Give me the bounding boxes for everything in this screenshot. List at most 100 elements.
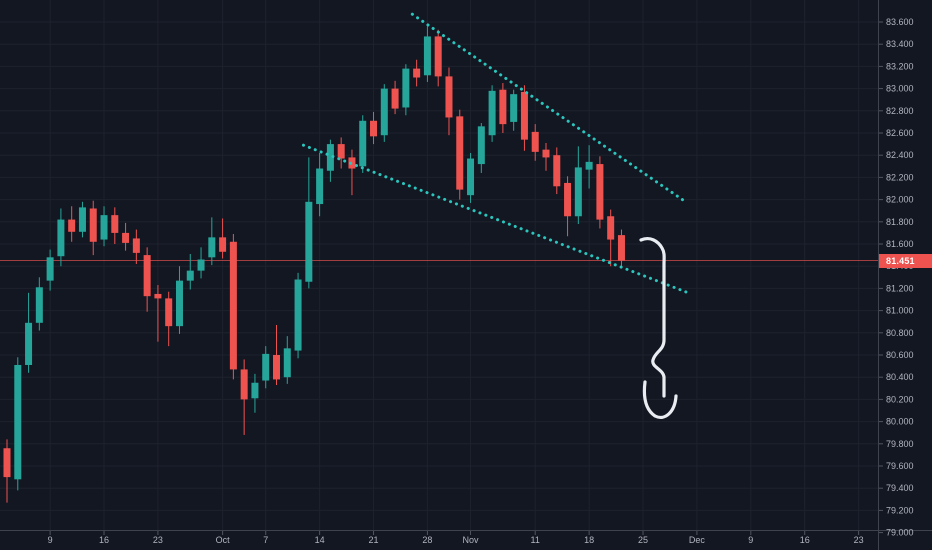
candle-body [219, 237, 227, 252]
candle [100, 206, 108, 247]
candle [488, 85, 496, 142]
candle-body [434, 36, 442, 77]
candle-body [553, 155, 561, 187]
candle [402, 64, 410, 116]
candle-body [617, 235, 625, 261]
candle [456, 109, 464, 200]
candle-body [165, 298, 173, 327]
candle-body [229, 241, 237, 370]
candle [574, 146, 582, 225]
price-tick-label: 82.200 [886, 172, 914, 182]
price-tick-label: 79.200 [886, 505, 914, 515]
time-tick-label: Oct [216, 535, 231, 545]
price-tick-label: 80.400 [886, 372, 914, 382]
candle-body [262, 353, 270, 381]
price-tick-label: 83.600 [886, 17, 914, 27]
candle-body [111, 215, 119, 233]
candle-body [391, 88, 399, 109]
candle [423, 26, 431, 82]
candle-body [499, 89, 507, 125]
candle [607, 209, 615, 267]
price-tick-label: 81.000 [886, 306, 914, 316]
candle [434, 29, 442, 87]
candle-body [316, 168, 324, 205]
candle-body [423, 36, 431, 76]
time-tick-label: 11 [531, 535, 540, 545]
candle [337, 137, 345, 169]
current-price-value: 81.451 [886, 255, 915, 266]
candle-body [283, 348, 291, 378]
candle [186, 253, 194, 290]
candle [391, 80, 399, 115]
candle [326, 139, 334, 182]
candle-body [326, 144, 334, 171]
candle-body [154, 293, 162, 299]
projection-squiggle-hook[interactable] [642, 380, 678, 419]
candle-body [46, 257, 54, 281]
candle [564, 176, 572, 237]
candle [467, 152, 475, 203]
candle-body [132, 238, 140, 253]
candle-body [445, 76, 453, 118]
candle-body [531, 131, 539, 152]
candle [78, 201, 86, 238]
candle [111, 207, 119, 244]
candle [251, 373, 259, 413]
candle [596, 156, 604, 229]
time-tick-label: 9 [748, 535, 753, 545]
price-tick-label: 83.000 [886, 84, 914, 94]
price-tick-label: 83.200 [886, 61, 914, 71]
candle-body [596, 164, 604, 220]
candle [283, 336, 291, 384]
time-tick-label: 14 [315, 535, 325, 545]
current-price-label: 81.451 [879, 253, 932, 268]
candle-body [57, 219, 65, 257]
time-tick-label: 23 [854, 535, 864, 545]
candle [262, 346, 270, 389]
candle-body [456, 116, 464, 190]
candle [413, 59, 421, 87]
price-tick-label: 82.600 [886, 128, 914, 138]
trendline-lower-support[interactable] [301, 143, 690, 295]
candle [359, 115, 367, 173]
trendline-upper-resistance[interactable] [410, 12, 689, 205]
candle-body [337, 144, 345, 159]
time-tick-label: 16 [800, 535, 810, 545]
candle-body [186, 270, 194, 281]
candle-body [14, 364, 22, 480]
time-tick-label: 21 [369, 535, 379, 545]
time-tick-label: 23 [153, 535, 163, 545]
candle [219, 218, 227, 259]
candle-body [35, 287, 43, 323]
candle-body [175, 280, 183, 327]
candle [229, 234, 237, 380]
candle-body [68, 219, 76, 232]
price-tick-label: 80.200 [886, 394, 914, 404]
price-tick-label: 83.400 [886, 39, 914, 49]
candle-body [208, 237, 216, 258]
time-tick-label: 9 [48, 535, 53, 545]
candle [316, 152, 324, 217]
candle [35, 277, 43, 331]
candle [122, 222, 130, 251]
candle [445, 67, 453, 136]
candle-body [143, 255, 151, 297]
candle [585, 145, 593, 189]
candle [305, 157, 313, 289]
candle [370, 111, 378, 145]
price-tick-label: 82.000 [886, 195, 914, 205]
price-tick-label: 79.600 [886, 461, 914, 471]
candle [89, 200, 97, 256]
time-axis[interactable]: 9 16 23 Oct 7 14 21 28 Nov 11 18 25 Dec 9 16 23 [48, 531, 864, 545]
candle [175, 266, 183, 334]
projection-squiggle-main[interactable] [639, 236, 666, 398]
candle-body [294, 279, 302, 351]
candle [14, 357, 22, 491]
candle [154, 285, 162, 342]
price-tick-label: 80.800 [886, 328, 914, 338]
candle [240, 359, 248, 435]
candle [510, 89, 518, 131]
candle-body [370, 120, 378, 137]
